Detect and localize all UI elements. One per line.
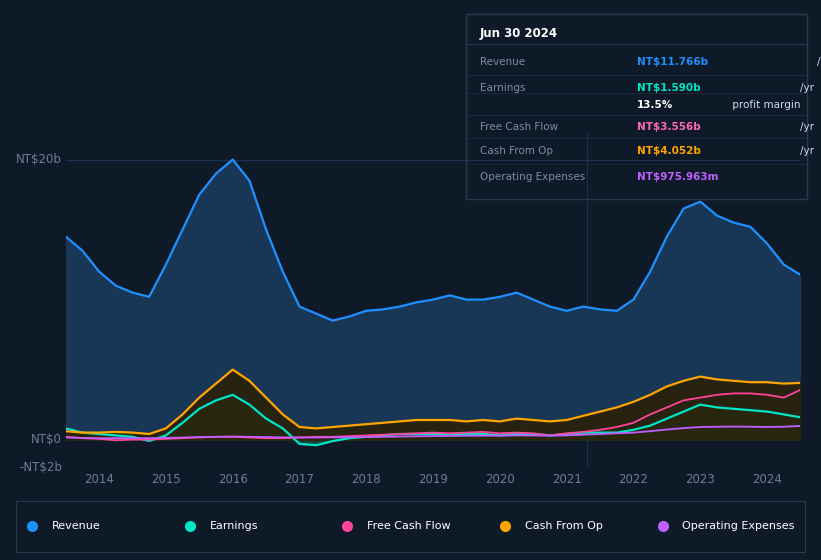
Text: NT$4.052b: NT$4.052b	[637, 146, 700, 156]
Text: /yr: /yr	[800, 146, 814, 156]
Text: NT$975.963m: NT$975.963m	[637, 171, 718, 181]
Text: NT$20b: NT$20b	[16, 153, 62, 166]
Text: /yr: /yr	[817, 57, 821, 67]
Text: Cash From Op: Cash From Op	[525, 521, 603, 531]
Text: NT$11.766b: NT$11.766b	[637, 57, 708, 67]
Text: Revenue: Revenue	[480, 57, 525, 67]
Text: Operating Expenses: Operating Expenses	[480, 171, 585, 181]
Text: NT$0: NT$0	[31, 433, 62, 446]
Text: profit margin: profit margin	[729, 100, 800, 110]
Text: Free Cash Flow: Free Cash Flow	[480, 122, 558, 132]
Text: Jun 30 2024: Jun 30 2024	[480, 27, 558, 40]
Text: /yr: /yr	[800, 122, 814, 132]
Text: Earnings: Earnings	[480, 83, 525, 93]
Text: Earnings: Earnings	[209, 521, 258, 531]
Text: 13.5%: 13.5%	[637, 100, 673, 110]
Text: Operating Expenses: Operating Expenses	[682, 521, 795, 531]
Text: Cash From Op: Cash From Op	[480, 146, 553, 156]
Text: Revenue: Revenue	[52, 521, 101, 531]
Text: -NT$2b: -NT$2b	[19, 461, 62, 474]
Text: /yr: /yr	[800, 83, 814, 93]
Text: NT$3.556b: NT$3.556b	[637, 122, 700, 132]
Text: NT$1.590b: NT$1.590b	[637, 83, 700, 93]
Text: Free Cash Flow: Free Cash Flow	[367, 521, 451, 531]
